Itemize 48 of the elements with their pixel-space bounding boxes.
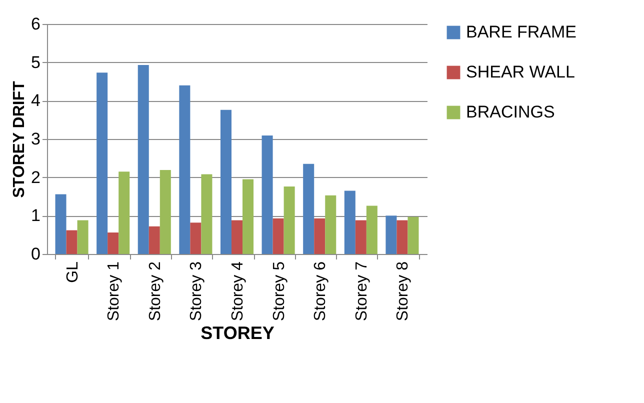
bar (272, 218, 284, 254)
bar (355, 220, 366, 254)
bar (220, 110, 232, 254)
bar (108, 232, 119, 254)
bar (284, 186, 295, 254)
bar (242, 179, 254, 254)
x-tick-label: Storey 1 (106, 261, 123, 322)
bar (77, 220, 88, 254)
x-tick-label: Storey 7 (353, 261, 370, 322)
x-axis-title: STOREY (200, 323, 274, 344)
bar (148, 226, 160, 254)
y-tick-label: 6 (31, 14, 40, 34)
x-tick-label: GL (64, 261, 82, 283)
bar (55, 194, 66, 254)
x-tick-label: Storey 8 (394, 261, 412, 322)
bar (96, 72, 108, 254)
bar (190, 222, 202, 254)
x-tick-label: Storey 3 (188, 261, 206, 322)
bar (201, 174, 212, 254)
legend-label: BARE FRAME (466, 22, 577, 42)
bar (408, 216, 419, 254)
bar (262, 136, 273, 254)
legend-label: BRACINGS (466, 102, 555, 122)
y-tick-label: 0 (31, 244, 40, 264)
y-tick-label: 1 (31, 206, 40, 226)
bar (314, 218, 326, 254)
bar (325, 195, 336, 254)
bar (118, 172, 130, 254)
x-tick-label: Storey 6 (312, 261, 330, 322)
bar (386, 216, 397, 254)
legend-label: SHEAR WALL (466, 62, 575, 82)
bar (344, 190, 356, 254)
y-tick-label: 4 (31, 91, 40, 110)
bar (179, 85, 190, 254)
bar (138, 65, 149, 254)
y-tick-label: 5 (31, 52, 40, 72)
x-tick-label: Storey 4 (230, 261, 246, 322)
x-tick-label: Storey 2 (146, 261, 164, 322)
y-axis-title: STOREY DRIFT (11, 80, 28, 198)
bar (160, 170, 171, 254)
bar (66, 230, 78, 254)
y-tick-label: 3 (31, 130, 40, 148)
bar (303, 164, 314, 254)
y-tick-label: 2 (31, 168, 40, 187)
bar (396, 220, 408, 254)
bar (231, 220, 243, 254)
bar (366, 206, 378, 254)
x-tick-label: Storey 5 (270, 261, 288, 322)
